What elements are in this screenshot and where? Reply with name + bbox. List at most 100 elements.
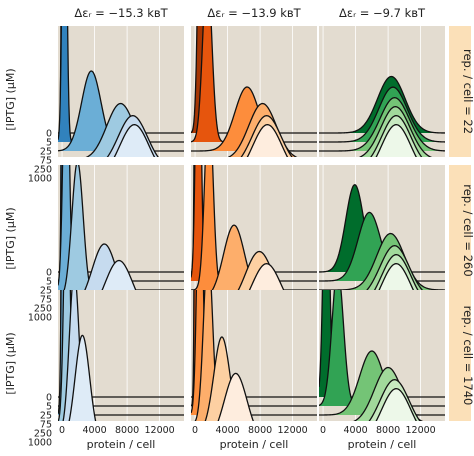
x-tick-label: 12000 (144, 425, 174, 436)
ridges (191, 290, 317, 421)
x-tick-label: 4000 (343, 425, 367, 436)
panel (191, 26, 317, 157)
x-tick-label: 12000 (277, 425, 307, 436)
ridge-line-iptg-25 (319, 350, 445, 416)
iptg-tick-label: 1000 (28, 438, 52, 449)
ridges (319, 290, 445, 421)
column-title: Δεᵣ = −9.7 kʙT (339, 6, 426, 20)
ridge-fill-iptg-1000 (376, 263, 417, 296)
ridge-line-iptg-1000 (246, 124, 289, 157)
iptg-tick-label: 250 (34, 165, 52, 176)
ridge-line-iptg-75 (353, 366, 424, 421)
row-strip (449, 26, 471, 157)
x-tick-label: 0 (192, 425, 198, 436)
row-strip (449, 290, 471, 421)
ridges (58, 165, 184, 296)
y-axis-label: [IPTG] (μM) (4, 332, 17, 394)
row-title: rep. / cell = 260 (461, 184, 474, 276)
iptg-tick-label: 1000 (28, 313, 52, 324)
y-axis-label: [IPTG] (μM) (4, 207, 17, 269)
x-tick-label: 4000 (82, 425, 106, 436)
x-tick-label: 0 (59, 425, 65, 436)
ridge-fill-iptg-1000 (218, 373, 254, 421)
ridge-line-iptg-75 (194, 290, 222, 421)
ridge-fill-iptg-5 (319, 290, 445, 406)
ridge-line-iptg-1000 (68, 334, 97, 421)
ridge-line-iptg-75 (85, 102, 156, 157)
ridge-fill-iptg-1000 (99, 260, 139, 296)
ridge-line-iptg-1000 (375, 388, 417, 421)
iptg-tick-label: 250 (34, 304, 52, 315)
x-tick-label: 8000 (376, 425, 400, 436)
ridge-line-iptg-1000 (375, 263, 417, 296)
ridge-line-iptg-250 (368, 379, 421, 421)
ridges (58, 26, 184, 157)
ridge-line-iptg-250 (106, 115, 159, 157)
iptg-tick-label: 5 (46, 138, 52, 149)
row-title: rep. / cell = 22 (461, 49, 474, 134)
ridge-line-iptg-1000 (113, 124, 156, 157)
iptg-tick-label: 0 (46, 129, 52, 140)
ridge-fill-iptg-25 (191, 165, 317, 290)
ridges (191, 165, 317, 296)
ridge-line-iptg-1000 (98, 259, 140, 296)
iptg-tick-label: 1000 (28, 174, 52, 185)
x-tick-label: 12000 (405, 425, 435, 436)
y-axis-label: [IPTG] (μM) (4, 68, 17, 130)
iptg-tick-label: 25 (40, 286, 52, 297)
ridge-fill-iptg-1000 (114, 124, 155, 157)
ridge-line-iptg-250 (204, 336, 240, 421)
ridge-fill-iptg-0 (319, 184, 445, 272)
row-strip (449, 165, 471, 296)
iptg-tick-label: 5 (46, 402, 52, 413)
ridge-line-iptg-5 (319, 86, 445, 143)
ridge-fill-iptg-1000 (376, 388, 417, 421)
panel: 0 4000 8000 12000 protein / cell (319, 290, 445, 451)
iptg-tick-label: 75 (40, 295, 52, 306)
ridges (191, 26, 317, 157)
ridge-fill-iptg-1000 (376, 124, 417, 157)
ridge-fill-iptg-25 (58, 71, 184, 151)
ridge-fill-iptg-1000 (69, 335, 96, 421)
iptg-tick-label: 250 (34, 429, 52, 440)
x-tick-label: 8000 (115, 425, 139, 436)
x-tick-label: 0 (320, 425, 326, 436)
ridge-line-iptg-25 (191, 86, 317, 152)
ridge-line-iptg-250 (240, 115, 293, 157)
iptg-tick-label: 0 (46, 268, 52, 279)
iptg-tick-label: 5 (46, 277, 52, 288)
ridge-line-iptg-25 (319, 97, 445, 152)
ridge-line-iptg-75 (358, 106, 433, 157)
panel (319, 26, 445, 157)
ridge-line-iptg-75 (227, 102, 298, 157)
ridge-line-iptg-250 (370, 115, 423, 157)
panel (191, 165, 317, 296)
ridge-line-iptg-250 (234, 250, 285, 296)
column-title: Δεᵣ = −13.9 kʙT (207, 6, 301, 20)
column-title: Δεᵣ = −15.3 kʙT (74, 6, 168, 20)
x-axis-label: protein / cell (87, 438, 156, 451)
iptg-tick-label: 25 (40, 147, 52, 158)
ridge-line-iptg-75 (60, 165, 95, 296)
ridge-fill-iptg-5 (191, 26, 317, 142)
row-title: rep. / cell = 1740 (461, 306, 474, 406)
panel (319, 165, 445, 296)
ridge-fill-iptg-1000 (247, 124, 288, 157)
iptg-tick-label: 75 (40, 420, 52, 431)
ridges (319, 184, 445, 296)
ridges (58, 290, 184, 421)
ridge-fill-iptg-1000 (246, 263, 287, 296)
x-axis-label: protein / cell (348, 438, 417, 451)
iptg-tick-label: 25 (40, 411, 52, 422)
x-tick-label: 8000 (248, 425, 272, 436)
ridge-line-iptg-250 (370, 254, 423, 296)
x-axis-label: protein / cell (220, 438, 289, 451)
x-tick-label: 4000 (215, 425, 239, 436)
ridges (319, 75, 445, 157)
iptg-tick-label: 75 (40, 156, 52, 167)
ridge-line-iptg-250 (62, 290, 87, 421)
iptg-tick-label: 0 (46, 393, 52, 404)
